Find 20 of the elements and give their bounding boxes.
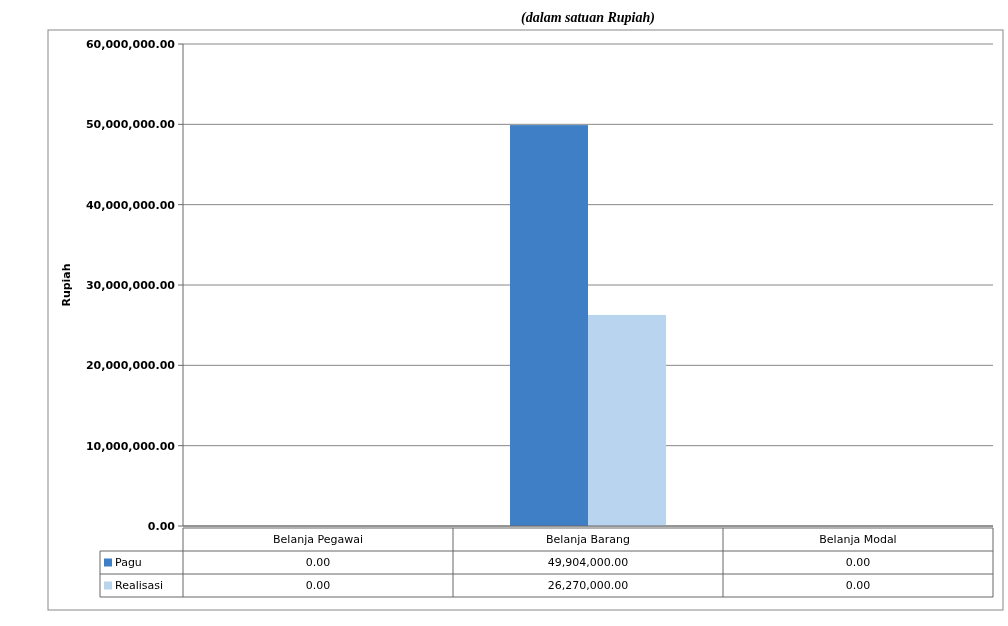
data-label: 0.00 <box>305 556 331 570</box>
y-tick-label: 20,000,000.00 <box>85 359 176 373</box>
y-tick-label: 40,000,000.00 <box>85 198 176 212</box>
legend-label: Realisasi <box>115 579 164 593</box>
y-tick-label: 50,000,000.00 <box>85 118 176 132</box>
x-tick-label: Belanja Barang <box>546 533 630 547</box>
x-tick-label: Belanja Modal <box>819 533 897 547</box>
legend-label: Pagu <box>115 556 142 570</box>
y-axis-title: Rupiah <box>60 263 73 307</box>
data-label: 49,904,000.00 <box>547 556 629 570</box>
data-label: 0.00 <box>305 579 331 593</box>
y-tick-label: 10,000,000.00 <box>85 439 176 453</box>
y-tick-label: 60,000,000.00 <box>85 37 176 51</box>
data-label: 0.00 <box>845 556 871 570</box>
y-tick-label: 30,000,000.00 <box>85 278 176 292</box>
x-tick-label: Belanja Pegawai <box>273 533 363 547</box>
y-tick-label: 0.00 <box>147 519 176 533</box>
chart-title: (dalam satuan Rupiah) <box>521 10 655 26</box>
data-label: 26,270,000.00 <box>547 579 629 593</box>
data-label: 0.00 <box>845 579 871 593</box>
